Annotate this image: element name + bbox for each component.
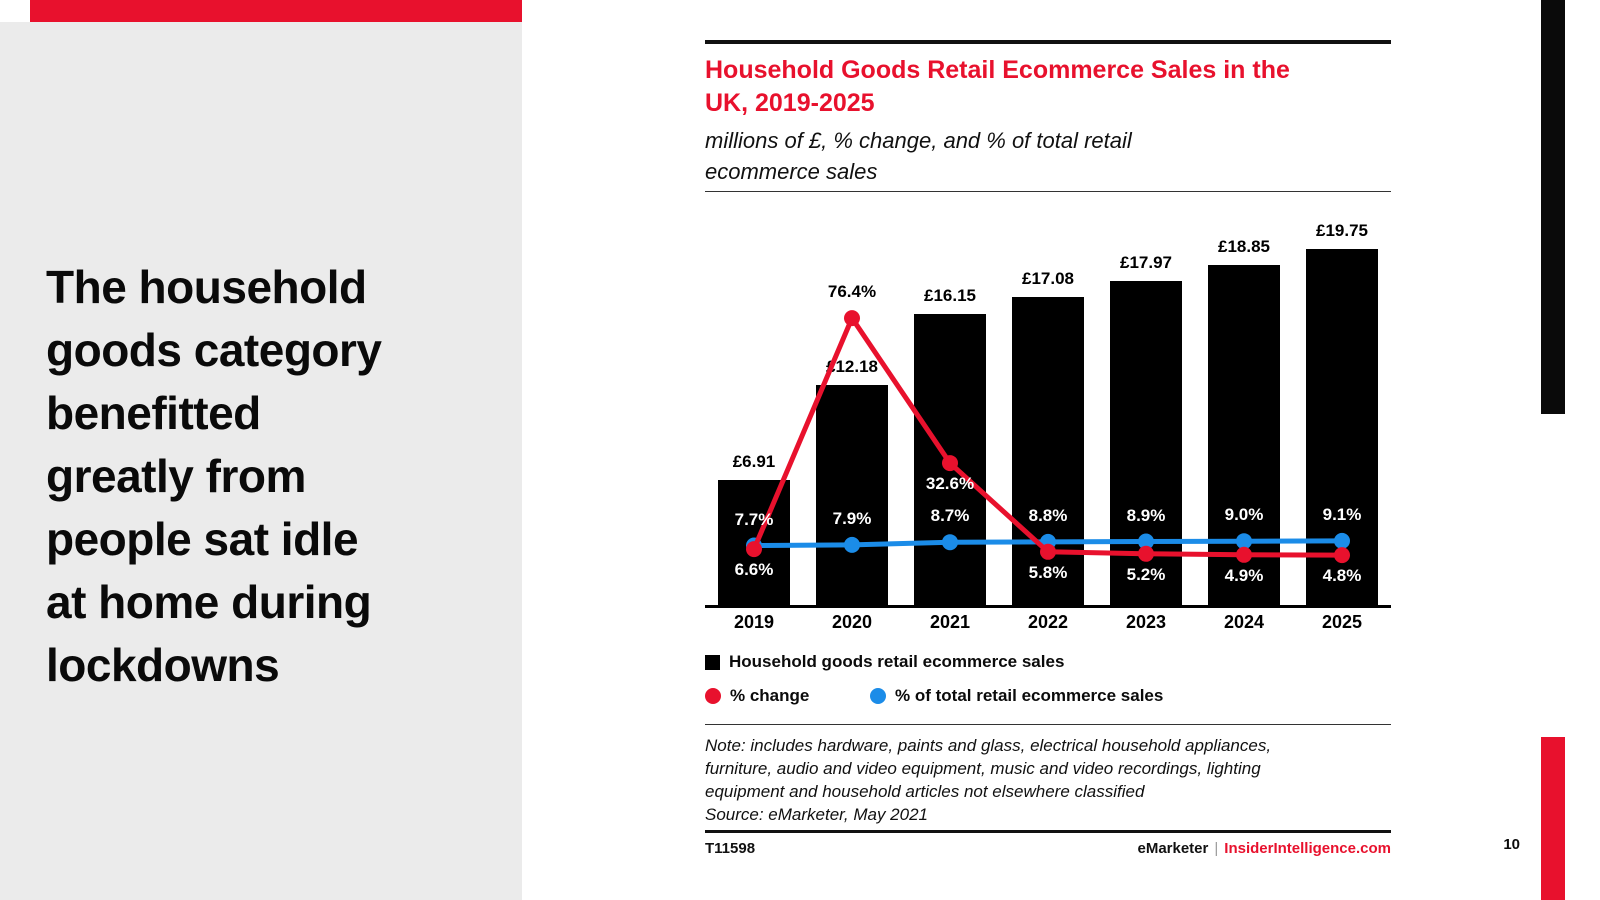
chart-footer: T11598 eMarketer | InsiderIntelligence.com: [705, 840, 1391, 857]
bar-2022: [1012, 297, 1084, 605]
page-number: 10: [1503, 836, 1520, 853]
bar-value-label-2021: £16.15: [924, 285, 976, 305]
chart-card: Household Goods Retail Ecommerce Sales i…: [705, 40, 1391, 870]
bar-2023: [1110, 281, 1182, 605]
change-label-2023: 5.2%: [1126, 564, 1166, 584]
of-total-retail-ecommerce-sales-label-2025: 9.1%: [1322, 504, 1362, 524]
chart-divider-bottom: [705, 724, 1391, 725]
bar-2025: [1306, 249, 1378, 605]
top-accent-bar: [30, 0, 522, 22]
of-total-retail-ecommerce-sales-label-2024: 9.0%: [1224, 505, 1264, 525]
change-label-2024: 4.9%: [1224, 565, 1264, 585]
x-axis-label-2019: 2019: [733, 612, 775, 632]
change-label-2025: 4.8%: [1322, 566, 1362, 586]
bar-2019: [718, 480, 790, 605]
chart-legend-row-1: Household goods retail ecommerce sales: [705, 652, 1064, 672]
brand-separator: |: [1214, 840, 1219, 857]
of-total-retail-ecommerce-sales-label-2020: 7.9%: [832, 508, 872, 528]
bar-2020: [816, 385, 888, 605]
brand-emarketer: eMarketer: [1137, 840, 1209, 857]
x-axis-label-2021: 2021: [929, 612, 971, 632]
chart-title: Household Goods Retail Ecommerce Sales i…: [705, 56, 1290, 117]
x-axis-label-2020: 2020: [831, 612, 873, 632]
x-axis-label-2023: 2023: [1125, 612, 1167, 632]
change-label-2022: 5.8%: [1028, 562, 1068, 582]
brand-line: eMarketer | InsiderIntelligence.com: [1137, 840, 1391, 857]
bar-2021: [914, 313, 986, 605]
legend-label-share: % of total retail ecommerce sales: [895, 686, 1164, 705]
chart-note: Note: includes hardware, paints and glas…: [705, 736, 1272, 801]
bar-value-label-2019: £6.91: [732, 452, 776, 472]
legend-item-share: % of total retail ecommerce sales: [870, 686, 1163, 706]
legend-item-bars: Household goods retail ecommerce sales: [705, 652, 1064, 672]
x-axis-label-2022: 2022: [1027, 612, 1069, 632]
legend-dot-red-icon: [705, 688, 721, 704]
of-total-retail-ecommerce-sales-label-2023: 8.9%: [1126, 505, 1166, 525]
of-total-retail-ecommerce-sales-label-2022: 8.8%: [1028, 505, 1068, 525]
change-label-2019: 6.6%: [734, 560, 774, 580]
bar-value-label-2025: £19.75: [1316, 221, 1368, 240]
legend-label-bars: Household goods retail ecommerce sales: [729, 652, 1065, 671]
chart-subtitle: millions of £, % change, and % of total …: [705, 128, 1132, 184]
change-label-2021: 32.6%: [925, 474, 975, 494]
bar-value-label-2020: £12.18: [826, 357, 878, 377]
change-label-2020: 76.4%: [827, 282, 877, 302]
right-edge-black-strip: [1541, 0, 1565, 414]
chart-source: Source: eMarketer, May 2021: [705, 805, 929, 824]
chart-footer-rule: [705, 830, 1391, 833]
legend-label-pct-change: % change: [730, 686, 810, 705]
headline-panel: The household goods category benefitted …: [0, 22, 522, 900]
legend-dot-blue-icon: [870, 688, 886, 704]
x-axis-label-2025: 2025: [1321, 612, 1363, 632]
legend-item-pct-change: % change: [705, 686, 865, 706]
bar-value-label-2022: £17.08: [1022, 269, 1074, 289]
right-edge-red-strip: [1541, 737, 1565, 900]
chart-divider-top: [705, 191, 1391, 192]
chart-legend-row-2: % change % of total retail ecommerce sal…: [705, 686, 1163, 706]
change-point-2020: [844, 310, 860, 327]
chart-id: T11598: [705, 840, 756, 857]
x-axis-label-2024: 2024: [1223, 612, 1265, 632]
chart-top-rule: [705, 40, 1391, 44]
bar-value-label-2024: £18.85: [1218, 237, 1270, 257]
chart-plot-area: £6.91 £12.18 £16.15 £17.08 £17.97 £18.85 £19.7…: [705, 200, 1391, 632]
legend-square-black-icon: [705, 654, 720, 670]
brand-site-link[interactable]: InsiderIntelligence.com: [1224, 840, 1391, 857]
bar-2024: [1208, 265, 1280, 605]
bar-value-label-2023: £17.97: [1120, 253, 1172, 273]
of-total-retail-ecommerce-sales-label-2021: 8.7%: [930, 506, 970, 526]
slide-headline: The household goods category benefitted …: [46, 261, 382, 692]
of-total-retail-ecommerce-sales-label-2019: 7.7%: [734, 509, 774, 529]
